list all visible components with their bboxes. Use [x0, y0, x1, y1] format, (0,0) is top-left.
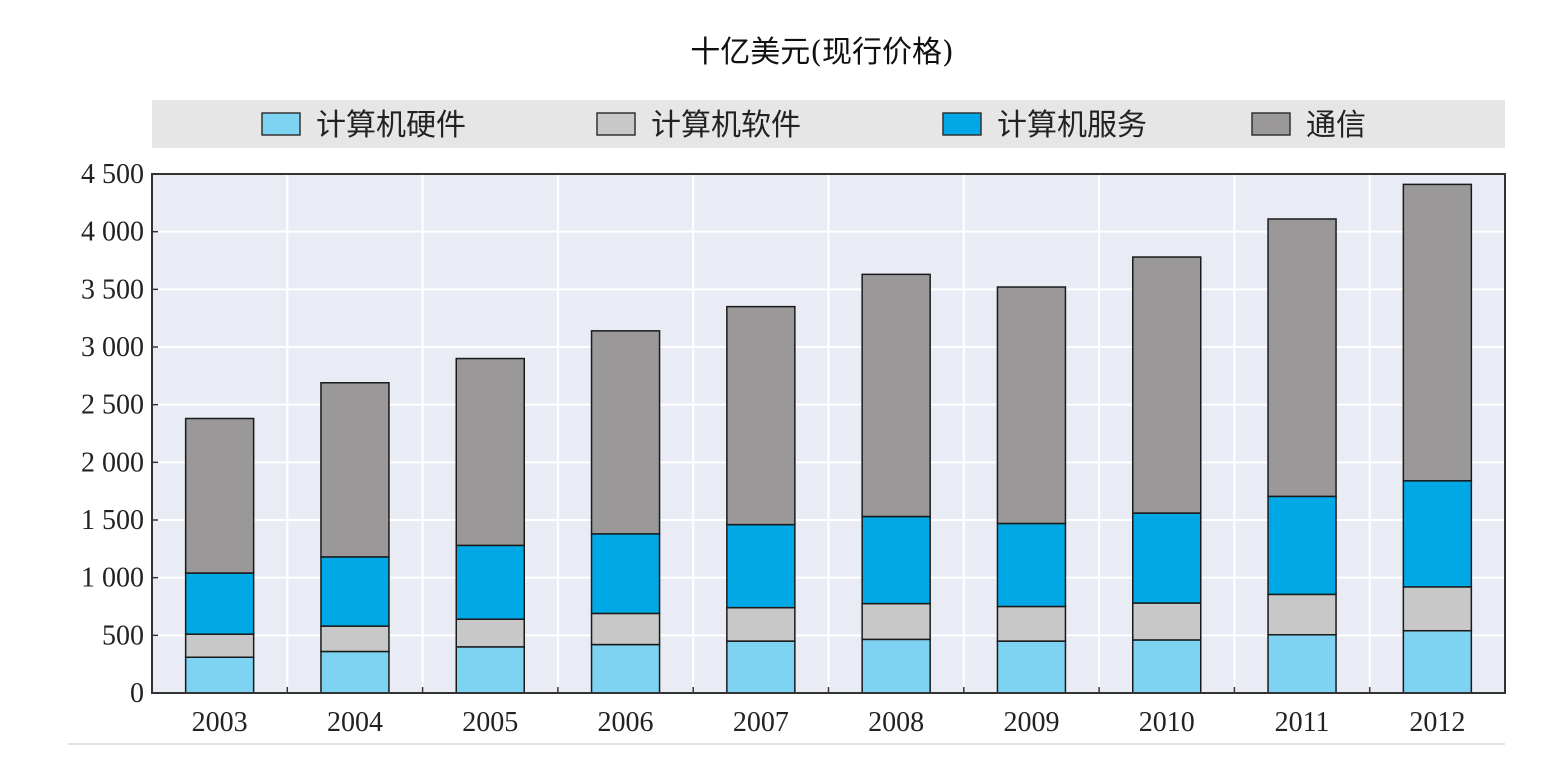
legend-label-1: 计算机软件 — [651, 108, 801, 143]
legend-label-2: 计算机服务 — [997, 108, 1147, 143]
bar-2006-series-3 — [590, 330, 661, 535]
bar-2006-series-1 — [590, 612, 661, 646]
y-tick-label: 0 — [130, 678, 144, 709]
bar-2010-series-3 — [1132, 256, 1202, 514]
y-tick-label: 3 500 — [81, 274, 144, 305]
bar-2004-series-0 — [320, 650, 390, 694]
bar-2007-series-1 — [726, 606, 796, 642]
x-tick-label: 2004 — [327, 707, 383, 738]
y-tick-label: 2 000 — [81, 447, 144, 478]
bar-2009-series-1 — [996, 605, 1067, 642]
bar-2011-series-3 — [1267, 218, 1337, 498]
x-tick-label: 2008 — [868, 707, 924, 738]
bar-2012-series-0 — [1402, 629, 1473, 694]
bar-2003-series-0 — [184, 656, 255, 694]
bars — [184, 183, 1473, 694]
bar-2007-series-3 — [726, 305, 796, 526]
y-tick-label: 4 000 — [81, 217, 144, 248]
x-tick-labels: 2003 2004 2005 2006 2007 2008 2009 2010 2011 2012 — [192, 707, 1466, 738]
bar-2010-series-2 — [1132, 512, 1202, 604]
y-tick-label: 1 500 — [81, 505, 144, 536]
x-tick-label: 2007 — [733, 707, 789, 738]
bar-2009-series-2 — [996, 522, 1067, 608]
bar-2008-series-1 — [861, 602, 931, 641]
bar-2006-series-2 — [590, 533, 661, 615]
bar-2008-series-3 — [861, 273, 931, 518]
bar-2003-series-2 — [184, 572, 255, 635]
legend-swatch-3 — [1251, 112, 1291, 136]
bar-2011-series-2 — [1267, 495, 1337, 596]
bar-2007-series-0 — [726, 640, 796, 694]
legend-swatch-1 — [596, 112, 636, 136]
bar-2010-series-0 — [1132, 639, 1202, 694]
bar-2005-series-2 — [455, 544, 525, 620]
bar-2005-series-1 — [455, 618, 525, 648]
bar-2003-series-3 — [184, 417, 255, 574]
legend-label-0: 计算机硬件 — [316, 108, 466, 143]
x-tick-label: 2012 — [1409, 707, 1465, 738]
axes — [68, 173, 1506, 745]
legend-label-3: 通信 — [1306, 108, 1366, 143]
x-tick-label: 2009 — [1003, 707, 1059, 738]
bar-2004-series-3 — [320, 382, 390, 558]
x-tick-label: 2010 — [1139, 707, 1195, 738]
bar-2009-series-3 — [996, 286, 1067, 525]
bar-2012-series-2 — [1402, 480, 1473, 588]
x-tick-label: 2003 — [192, 707, 248, 738]
bar-2011-series-1 — [1267, 593, 1337, 636]
x-tick-label: 2005 — [462, 707, 518, 738]
bar-2003-series-1 — [184, 633, 255, 658]
bar-2009-series-0 — [996, 640, 1067, 694]
y-tick-label: 2 500 — [81, 390, 144, 421]
bar-2006-series-0 — [590, 643, 661, 694]
legend: 计算机硬件 计算机软件 计算机服务 通信 — [261, 108, 1366, 143]
bar-2005-series-3 — [455, 357, 525, 547]
y-tick-label: 1 000 — [81, 563, 144, 594]
bar-2004-series-1 — [320, 625, 390, 653]
legend-swatch-2 — [942, 112, 982, 136]
bar-2008-series-0 — [861, 638, 931, 694]
y-tick-label: 4 500 — [81, 159, 144, 190]
bar-2012-series-3 — [1402, 183, 1473, 482]
x-tick-label: 2011 — [1275, 707, 1330, 738]
y-tick-label: 3 000 — [81, 332, 144, 363]
y-tick-label: 500 — [102, 620, 144, 651]
bar-2011-series-0 — [1267, 634, 1337, 694]
chart-title: 十亿美元(现行价格) — [690, 35, 953, 70]
bar-2008-series-2 — [861, 515, 931, 605]
bar-2010-series-1 — [1132, 602, 1202, 641]
bar-2012-series-1 — [1402, 586, 1473, 632]
bar-2004-series-2 — [320, 556, 390, 627]
y-tick-labels: 0 500 1 000 1 500 2 000 2 500 3 000 3 500 4 000 4… — [81, 159, 144, 709]
x-tick-label: 2006 — [598, 707, 654, 738]
legend-swatch-0 — [261, 112, 301, 136]
bar-2007-series-2 — [726, 523, 796, 609]
bar-2005-series-0 — [455, 646, 525, 694]
